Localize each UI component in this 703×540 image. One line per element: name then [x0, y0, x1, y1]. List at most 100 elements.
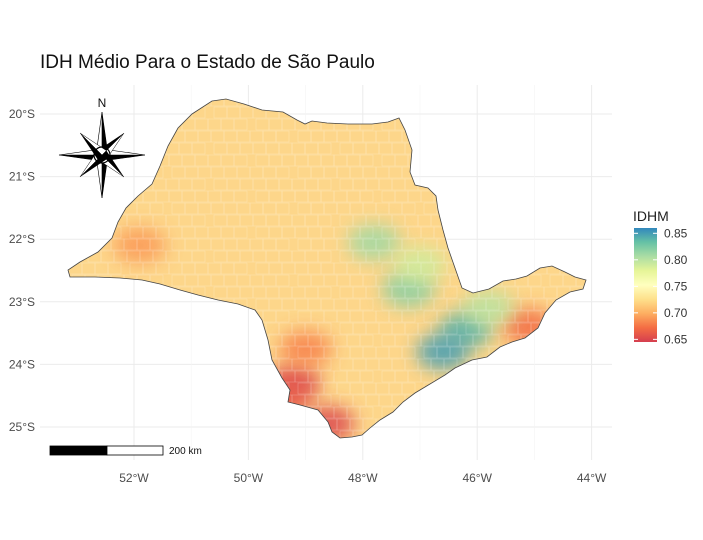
municipality-cell	[488, 418, 503, 431]
municipality-cell	[168, 226, 183, 239]
municipality-cell	[333, 406, 348, 419]
municipality-cell	[362, 310, 377, 323]
municipality-cell	[391, 178, 406, 191]
municipality-cell	[113, 430, 128, 438]
municipality-cell	[401, 99, 416, 107]
municipality-cell	[514, 418, 529, 431]
municipality-cell	[507, 154, 522, 167]
municipality-cell	[339, 214, 354, 227]
municipality-cell	[549, 418, 564, 431]
municipality-cell	[68, 322, 80, 335]
municipality-cell	[485, 154, 500, 167]
municipality-cell	[181, 298, 196, 311]
municipality-cell	[446, 406, 461, 419]
municipality-cell	[191, 322, 206, 335]
municipality-cell	[478, 214, 493, 227]
municipality-cell	[155, 334, 170, 347]
municipality-cell	[423, 418, 438, 431]
municipality-cell	[81, 118, 96, 131]
municipality-cell	[194, 406, 209, 419]
municipality-cell	[475, 274, 490, 287]
municipality-cell	[68, 178, 80, 191]
municipality-cell	[475, 130, 490, 143]
scale-bar: 200 km	[49, 445, 202, 457]
legend: IDHM 0.85 0.80 0.75 0.70 0.65	[633, 208, 688, 346]
municipality-cell	[307, 154, 322, 167]
municipality-cell	[307, 370, 322, 383]
municipality-cell	[87, 214, 102, 227]
municipality-cell	[239, 286, 254, 299]
municipality-cell	[268, 154, 283, 167]
municipality-cell	[401, 382, 416, 395]
municipality-cell	[149, 238, 164, 251]
municipality-cell	[333, 226, 348, 239]
municipality-cell	[394, 298, 409, 311]
municipality-cell	[488, 130, 503, 143]
municipality-cell	[220, 262, 235, 275]
municipality-cell	[304, 286, 319, 299]
municipality-cell	[110, 99, 125, 107]
municipality-cell	[184, 202, 199, 215]
municipality-cell	[543, 322, 558, 335]
municipality-cell	[233, 190, 248, 203]
municipality-cell	[449, 418, 464, 431]
municipality-cell	[323, 346, 338, 359]
municipality-cell	[514, 130, 529, 143]
municipality-cell	[533, 118, 548, 131]
municipality-cell	[520, 118, 535, 131]
municipality-cell	[142, 190, 157, 203]
municipality-cell	[575, 382, 586, 395]
municipality-cell	[126, 214, 141, 227]
municipality-cell	[317, 286, 332, 299]
municipality-cell	[171, 346, 186, 359]
municipality-cell	[155, 370, 170, 383]
municipality-cell	[236, 274, 251, 287]
state-base-fill	[68, 99, 586, 438]
municipality-cell	[485, 406, 500, 419]
municipality-cell	[546, 118, 561, 131]
municipality-cell	[68, 370, 83, 383]
scale-bar-light-segment	[106, 445, 164, 456]
municipality-cell	[417, 214, 432, 227]
municipality-cell	[149, 130, 164, 143]
municipality-cell	[585, 190, 586, 203]
municipality-cell	[449, 382, 464, 395]
municipality-cell	[265, 250, 280, 263]
municipality-cell	[310, 310, 325, 323]
municipality-cell	[407, 262, 422, 275]
municipality-cell	[378, 394, 393, 407]
municipality-cell	[223, 238, 238, 251]
municipality-cell	[530, 250, 545, 263]
municipality-cell	[349, 310, 364, 323]
municipality-cell	[475, 418, 490, 431]
municipality-cell	[423, 202, 438, 215]
municipality-cell	[323, 130, 338, 143]
municipality-cell	[71, 238, 86, 251]
municipality-cell	[171, 310, 186, 323]
municipality-cell	[391, 286, 406, 299]
municipality-cell	[317, 142, 332, 155]
municipality-cell	[323, 99, 338, 107]
municipality-cell	[443, 178, 458, 191]
municipality-cell	[517, 394, 532, 407]
municipality-cell	[562, 382, 577, 395]
municipality-cell	[142, 406, 157, 419]
municipality-cell	[310, 238, 325, 251]
municipality-cell	[252, 214, 267, 227]
municipality-cell	[123, 418, 138, 431]
municipality-cell	[255, 262, 270, 275]
municipality-cell	[572, 406, 586, 419]
municipality-cell	[262, 99, 277, 107]
municipality-cell	[236, 202, 251, 215]
municipality-cell	[485, 298, 500, 311]
municipality-cell	[110, 418, 125, 431]
municipality-cell	[210, 202, 225, 215]
municipality-cell	[401, 310, 416, 323]
region-patch	[462, 290, 515, 327]
municipality-cell	[307, 334, 322, 347]
municipality-cell	[168, 190, 183, 203]
municipality-cell	[333, 190, 348, 203]
municipality-cell	[365, 430, 380, 438]
municipality-cell	[339, 358, 354, 371]
municipality-cell	[585, 298, 586, 311]
